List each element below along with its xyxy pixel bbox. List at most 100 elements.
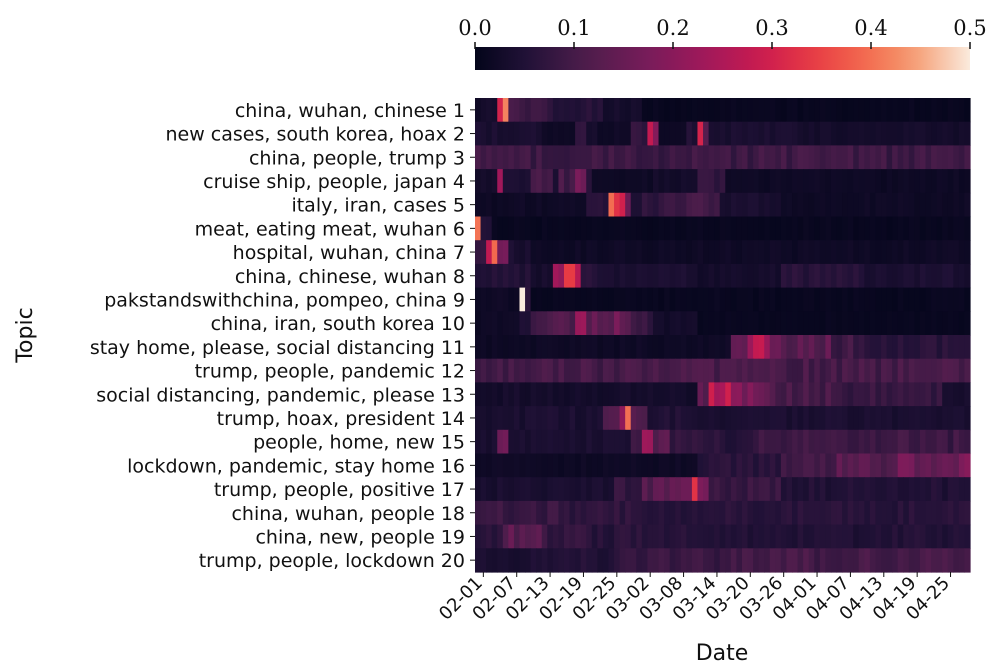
heatmap-cell xyxy=(547,548,554,573)
heatmap-cell xyxy=(608,382,615,407)
heatmap-cell xyxy=(869,240,877,265)
heatmap-cell xyxy=(792,192,799,218)
heatmap-cell xyxy=(703,453,710,478)
heatmap-cell xyxy=(958,169,966,194)
heatmap-cell xyxy=(591,216,598,241)
heatmap-cell xyxy=(508,287,515,312)
heatmap-cell xyxy=(903,145,910,170)
heatmap-cell xyxy=(608,121,615,146)
heatmap-cell xyxy=(664,287,671,312)
heatmap-cell xyxy=(519,287,526,312)
heatmap-cell xyxy=(797,548,804,573)
heatmap-cell xyxy=(858,358,865,383)
heatmap-cell xyxy=(864,169,871,194)
heatmap-cell xyxy=(719,263,726,289)
heatmap-cell xyxy=(641,358,649,383)
heatmap-cell xyxy=(719,335,726,360)
heatmap-cell xyxy=(958,358,966,383)
heatmap-cell xyxy=(714,145,721,170)
heatmap-cell xyxy=(513,524,521,549)
heatmap-cell xyxy=(886,287,893,312)
heatmap-cell xyxy=(814,406,821,431)
heatmap-cell xyxy=(513,287,521,312)
heatmap-cell xyxy=(608,406,615,431)
heatmap-cell xyxy=(475,311,482,336)
heatmap-cell xyxy=(686,98,693,123)
heatmap-cell xyxy=(741,548,749,573)
heatmap-cell xyxy=(758,98,765,123)
heatmap-cell xyxy=(875,524,882,549)
heatmap-cell xyxy=(875,216,882,241)
heatmap-cell xyxy=(853,287,860,312)
heatmap-cell xyxy=(925,335,932,360)
heatmap-cell xyxy=(558,429,565,455)
heatmap-cell xyxy=(864,121,871,146)
heatmap-cell xyxy=(552,216,560,241)
heatmap-cell xyxy=(747,358,754,383)
heatmap-cells xyxy=(475,98,971,573)
heatmap-cell xyxy=(769,216,776,241)
heatmap-cell xyxy=(636,287,643,312)
heatmap-cell xyxy=(486,216,493,241)
heatmap-cell xyxy=(797,169,804,194)
heatmap-cell xyxy=(658,287,665,312)
heatmap-cell xyxy=(947,263,954,289)
heatmap-cell xyxy=(942,98,949,123)
heatmap-cell xyxy=(908,98,915,123)
heatmap-cell xyxy=(686,429,693,455)
heatmap-cell xyxy=(708,382,715,407)
heatmap-cell xyxy=(552,406,560,431)
heatmap-cell xyxy=(636,358,643,383)
heatmap-cell xyxy=(758,192,765,218)
heatmap-cell xyxy=(881,453,888,478)
heatmap-cell xyxy=(486,548,493,573)
heatmap-cell xyxy=(792,548,799,573)
heatmap-cell xyxy=(475,216,482,241)
heatmap-cell xyxy=(747,406,754,431)
heatmap-cell xyxy=(513,311,521,336)
heatmap-cell xyxy=(825,335,832,360)
heatmap-cell xyxy=(719,382,726,407)
heatmap-cell xyxy=(947,500,954,526)
heatmap-cell xyxy=(686,358,693,383)
heatmap-cell xyxy=(797,406,804,431)
heatmap-cell xyxy=(741,192,749,218)
heatmap-cell xyxy=(614,406,621,431)
heatmap-cell xyxy=(497,145,504,170)
heatmap-cell xyxy=(814,311,821,336)
heatmap-cell xyxy=(703,145,710,170)
heatmap-cell xyxy=(591,453,598,478)
heatmap-cell xyxy=(719,548,726,573)
heatmap-cell xyxy=(658,358,665,383)
heatmap-cell xyxy=(480,524,487,549)
heatmap-cell xyxy=(903,216,910,241)
heatmap-cell xyxy=(714,98,721,123)
heatmap-cell xyxy=(597,240,604,265)
heatmap-cell xyxy=(886,263,893,289)
heatmap-cell xyxy=(497,406,504,431)
heatmap-cell xyxy=(658,121,665,146)
heatmap-cell xyxy=(647,477,654,502)
heatmap-cell xyxy=(803,98,810,123)
heatmap-cell xyxy=(630,192,637,218)
heatmap-cell xyxy=(775,500,782,526)
heatmap-cell xyxy=(569,406,576,431)
heatmap-cell xyxy=(502,145,509,170)
heatmap-cell xyxy=(830,263,838,289)
heatmap-cell xyxy=(497,548,504,573)
heatmap-cell xyxy=(725,500,732,526)
heatmap-cell xyxy=(652,240,660,265)
heatmap-cell xyxy=(563,216,571,241)
heatmap-cell xyxy=(914,358,921,383)
heatmap-cell xyxy=(497,477,504,502)
heatmap-cell xyxy=(475,145,482,170)
heatmap-cell xyxy=(675,169,682,194)
heatmap-cell xyxy=(875,453,882,478)
heatmap-cell xyxy=(647,453,654,478)
heatmap-cell xyxy=(919,98,927,123)
heatmap-cell xyxy=(875,358,882,383)
heatmap-cell xyxy=(597,524,604,549)
heatmap-cell xyxy=(736,121,743,146)
heatmap-cell xyxy=(897,98,904,123)
heatmap-cell xyxy=(614,548,621,573)
